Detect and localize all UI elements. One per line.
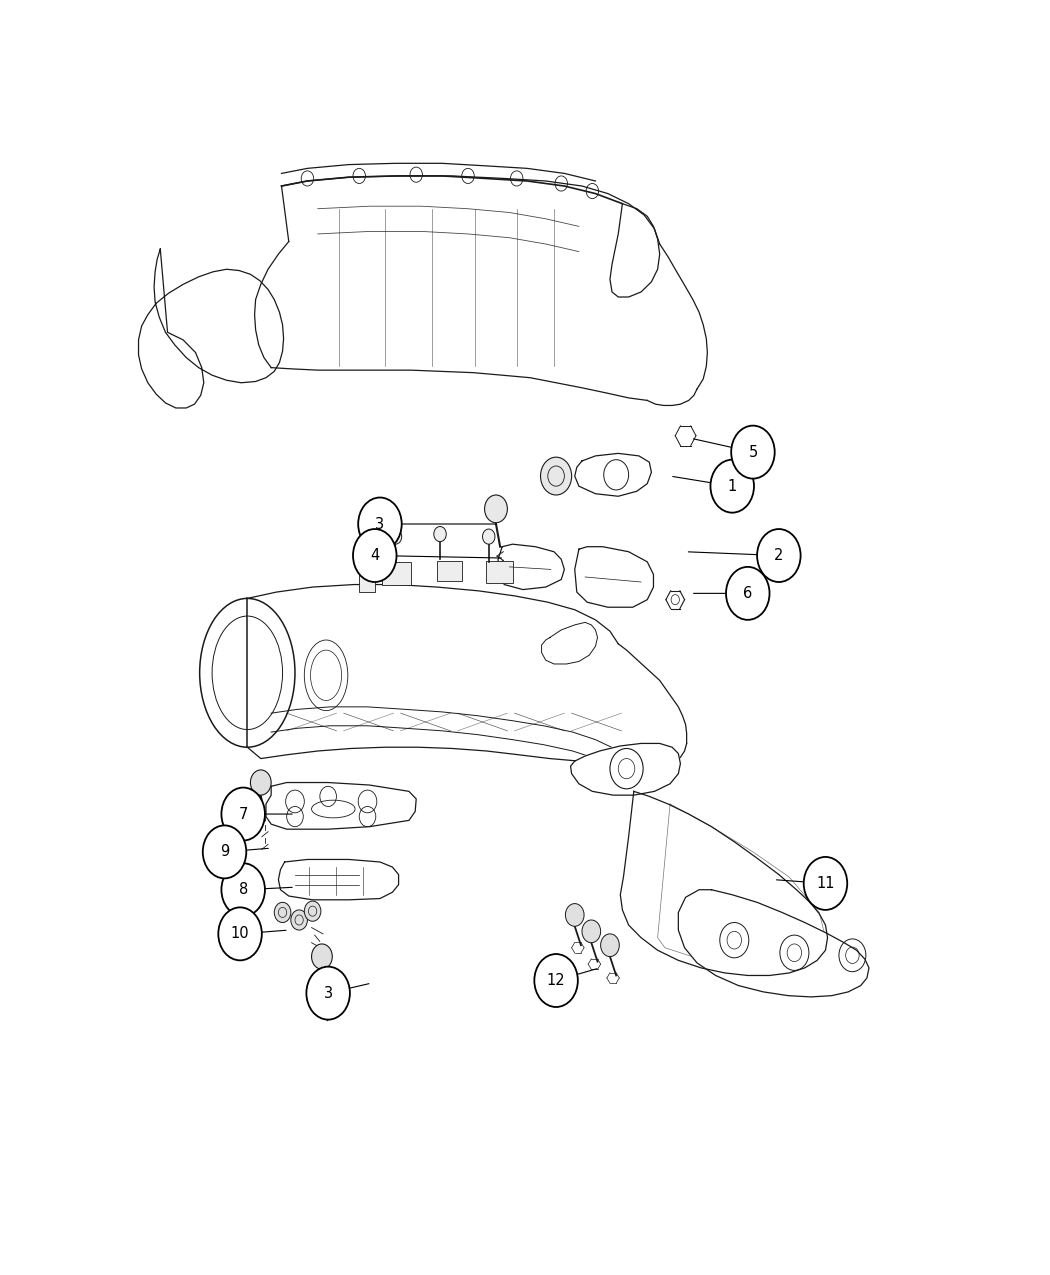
Text: 3: 3: [323, 986, 333, 1001]
Circle shape: [534, 954, 578, 1007]
Circle shape: [307, 966, 350, 1020]
Circle shape: [358, 497, 402, 551]
Polygon shape: [266, 783, 416, 829]
Text: 3: 3: [376, 516, 384, 532]
Polygon shape: [678, 890, 869, 997]
Polygon shape: [278, 859, 399, 900]
Circle shape: [203, 825, 247, 878]
Circle shape: [483, 529, 495, 544]
Circle shape: [757, 529, 800, 581]
Circle shape: [731, 426, 775, 478]
Polygon shape: [574, 547, 653, 607]
Polygon shape: [570, 743, 680, 796]
Circle shape: [803, 857, 847, 910]
Text: 5: 5: [749, 445, 757, 459]
Circle shape: [434, 527, 446, 542]
Text: 1: 1: [728, 478, 737, 493]
Circle shape: [291, 910, 308, 929]
Circle shape: [541, 458, 571, 495]
Circle shape: [601, 933, 619, 956]
Circle shape: [711, 460, 754, 513]
Text: 7: 7: [238, 807, 248, 821]
Circle shape: [353, 529, 397, 581]
Circle shape: [485, 495, 507, 523]
Text: 11: 11: [816, 876, 835, 891]
Text: 12: 12: [547, 973, 565, 988]
Circle shape: [726, 567, 770, 620]
Text: 6: 6: [743, 585, 753, 601]
Circle shape: [582, 921, 601, 942]
Circle shape: [312, 944, 332, 969]
Circle shape: [565, 904, 584, 927]
Text: 9: 9: [219, 844, 229, 859]
Text: 2: 2: [774, 548, 783, 564]
Circle shape: [222, 863, 265, 917]
Circle shape: [304, 901, 321, 922]
Circle shape: [222, 788, 265, 840]
Text: 8: 8: [238, 882, 248, 898]
Circle shape: [218, 908, 261, 960]
Bar: [437, 561, 462, 580]
Polygon shape: [498, 544, 564, 589]
Bar: [359, 565, 375, 592]
Circle shape: [390, 529, 402, 544]
Polygon shape: [574, 454, 651, 496]
Text: 10: 10: [231, 927, 250, 941]
Bar: [382, 562, 411, 584]
Circle shape: [251, 770, 271, 796]
Circle shape: [274, 903, 291, 923]
Text: 4: 4: [371, 548, 379, 564]
Bar: [486, 561, 512, 583]
Polygon shape: [621, 792, 827, 975]
